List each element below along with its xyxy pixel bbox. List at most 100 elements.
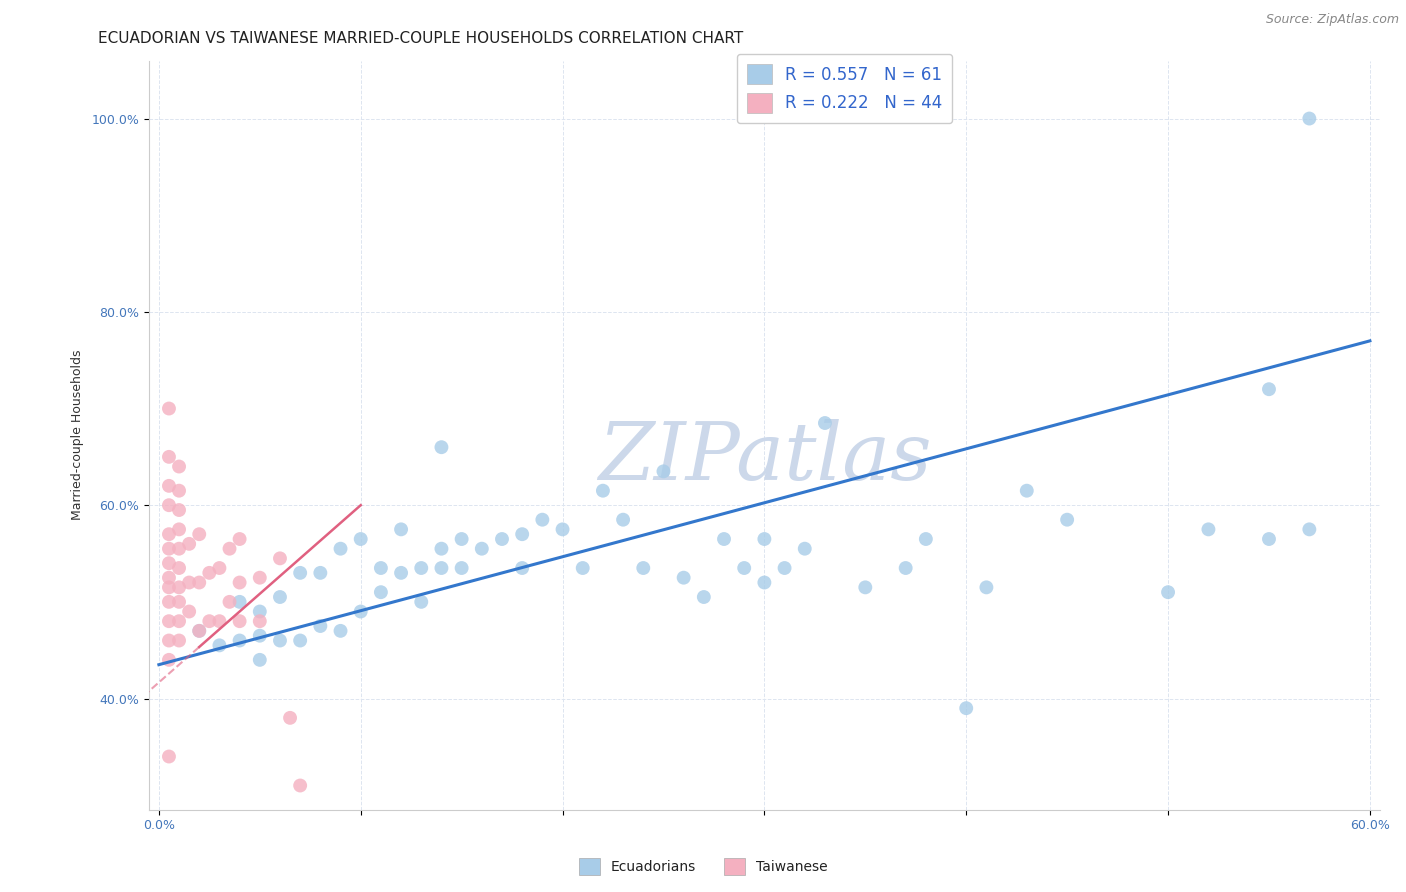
- Point: [188, 527, 211, 541]
- Legend: Ecuadorians, Taiwanese: Ecuadorians, Taiwanese: [574, 853, 832, 880]
- Point: [491, 532, 513, 546]
- Point: [157, 479, 180, 493]
- Point: [389, 566, 412, 580]
- Point: [179, 575, 201, 590]
- Point: [249, 571, 271, 585]
- Point: [157, 527, 180, 541]
- Point: [633, 561, 655, 575]
- Point: [754, 575, 776, 590]
- Point: [350, 532, 373, 546]
- Point: [157, 595, 180, 609]
- Point: [249, 605, 271, 619]
- Point: [188, 575, 211, 590]
- Point: [471, 541, 494, 556]
- Point: [1056, 513, 1078, 527]
- Point: [430, 440, 453, 454]
- Point: [157, 633, 180, 648]
- Point: [733, 561, 755, 575]
- Point: [430, 561, 453, 575]
- Point: [814, 416, 837, 430]
- Point: [167, 614, 190, 628]
- Point: [269, 551, 291, 566]
- Point: [157, 571, 180, 585]
- Point: [1298, 112, 1320, 126]
- Point: [167, 595, 190, 609]
- Point: [411, 561, 433, 575]
- Point: [370, 585, 392, 599]
- Point: [773, 561, 796, 575]
- Point: [1197, 522, 1219, 536]
- Point: [329, 624, 352, 638]
- Point: [157, 541, 180, 556]
- Text: ECUADORIAN VS TAIWANESE MARRIED-COUPLE HOUSEHOLDS CORRELATION CHART: ECUADORIAN VS TAIWANESE MARRIED-COUPLE H…: [98, 31, 744, 46]
- Point: [592, 483, 614, 498]
- Point: [551, 522, 574, 536]
- Point: [510, 561, 533, 575]
- Point: [1258, 532, 1281, 546]
- Point: [167, 580, 190, 594]
- Point: [894, 561, 917, 575]
- Point: [157, 556, 180, 570]
- Point: [288, 779, 311, 793]
- Point: [228, 614, 250, 628]
- Point: [571, 561, 593, 575]
- Point: [672, 571, 695, 585]
- Point: [228, 595, 250, 609]
- Point: [955, 701, 977, 715]
- Point: [370, 561, 392, 575]
- Point: [188, 624, 211, 638]
- Point: [350, 605, 373, 619]
- Point: [853, 580, 876, 594]
- Point: [309, 566, 332, 580]
- Point: [269, 590, 291, 604]
- Point: [411, 595, 433, 609]
- Point: [218, 595, 240, 609]
- Point: [228, 532, 250, 546]
- Point: [1015, 483, 1038, 498]
- Point: [278, 711, 301, 725]
- Point: [188, 624, 211, 638]
- Point: [157, 614, 180, 628]
- Point: [167, 483, 190, 498]
- Point: [389, 522, 412, 536]
- Point: [208, 614, 231, 628]
- Y-axis label: Married-couple Households: Married-couple Households: [72, 350, 84, 520]
- Point: [1157, 585, 1180, 599]
- Point: [157, 580, 180, 594]
- Point: [510, 527, 533, 541]
- Point: [157, 498, 180, 512]
- Point: [218, 541, 240, 556]
- Text: ZIPatlas: ZIPatlas: [598, 419, 931, 496]
- Point: [450, 532, 472, 546]
- Point: [754, 532, 776, 546]
- Point: [531, 513, 554, 527]
- Point: [430, 541, 453, 556]
- Point: [693, 590, 716, 604]
- Point: [167, 503, 190, 517]
- Point: [167, 561, 190, 575]
- Point: [288, 633, 311, 648]
- Point: [612, 513, 634, 527]
- Point: [157, 450, 180, 464]
- Point: [329, 541, 352, 556]
- Point: [976, 580, 998, 594]
- Point: [1298, 522, 1320, 536]
- Point: [157, 401, 180, 416]
- Point: [249, 629, 271, 643]
- Point: [713, 532, 735, 546]
- Point: [1258, 382, 1281, 396]
- Point: [269, 633, 291, 648]
- Point: [179, 605, 201, 619]
- Point: [249, 614, 271, 628]
- Point: [652, 464, 675, 478]
- Point: [157, 749, 180, 764]
- Point: [228, 575, 250, 590]
- Point: [450, 561, 472, 575]
- Point: [167, 459, 190, 474]
- Point: [198, 566, 221, 580]
- Point: [167, 541, 190, 556]
- Point: [793, 541, 815, 556]
- Text: Source: ZipAtlas.com: Source: ZipAtlas.com: [1265, 13, 1399, 27]
- Point: [179, 537, 201, 551]
- Point: [208, 638, 231, 652]
